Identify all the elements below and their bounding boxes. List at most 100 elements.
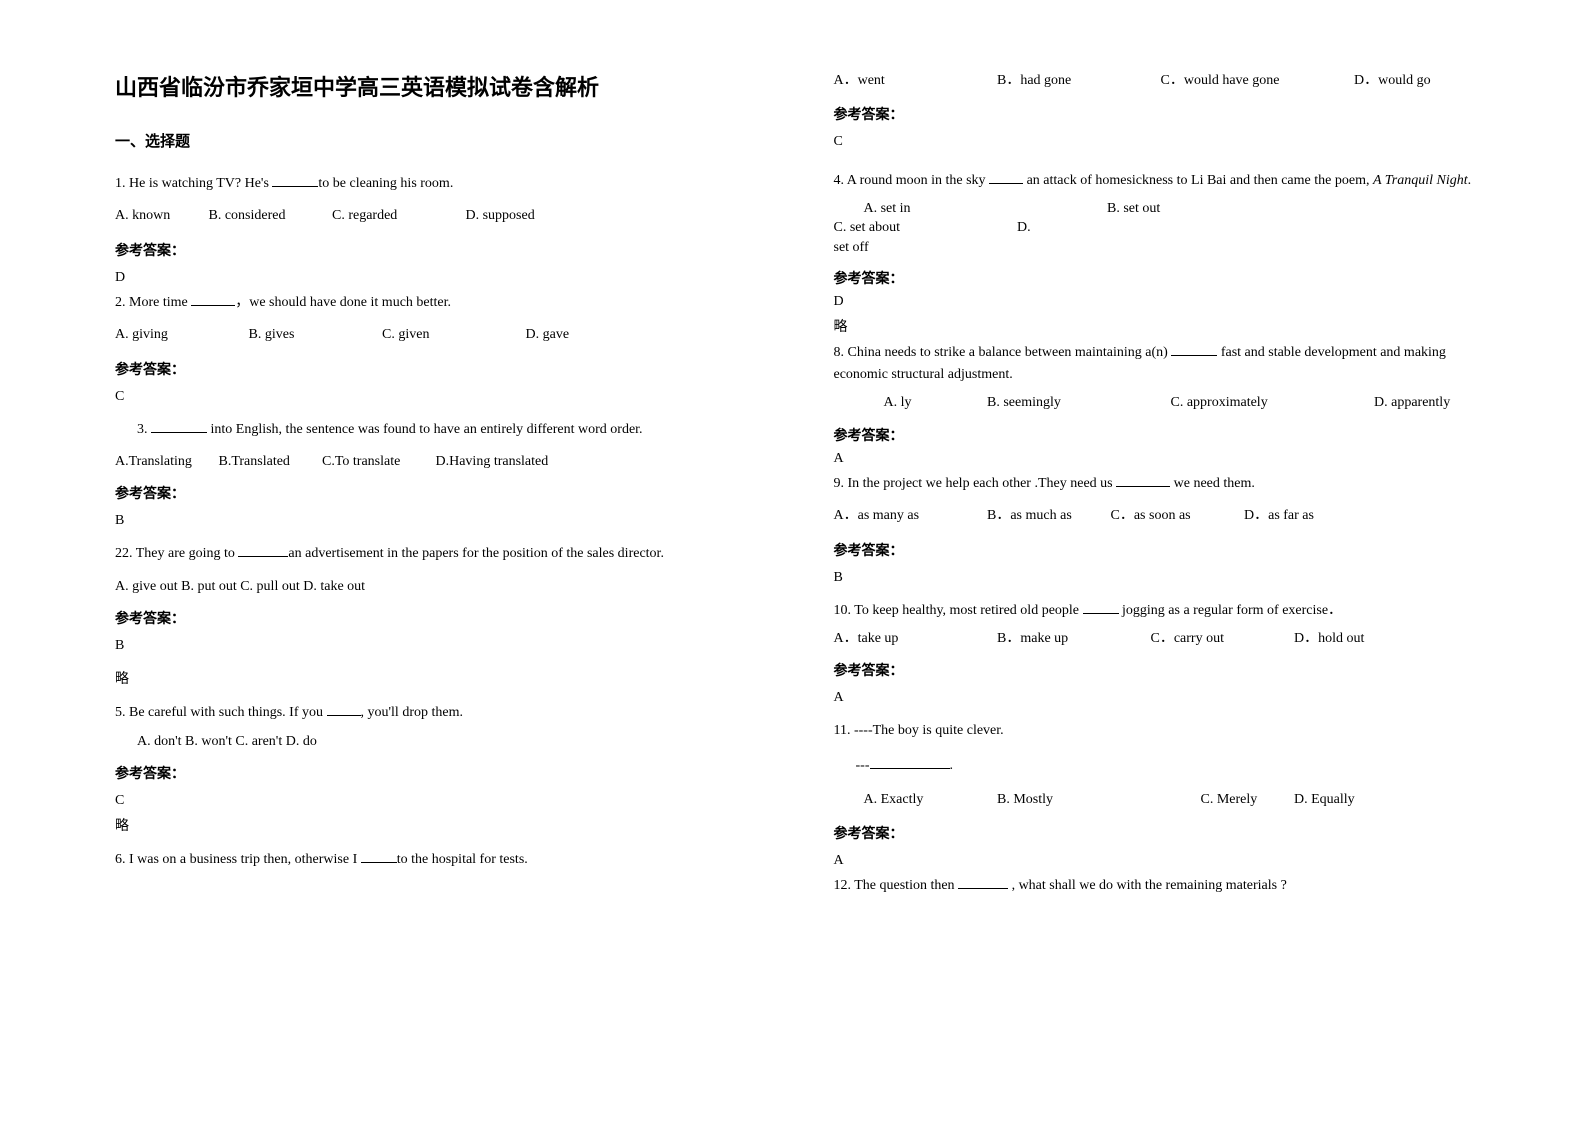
q4-optC: C. set about: [834, 218, 1014, 238]
q9-optA: A．as many as: [834, 505, 984, 527]
q1-optB: B. considered: [209, 205, 329, 227]
q12-stem: 12. The question then , what shall we do…: [834, 875, 1473, 897]
q3-stem-b: into English, the sentence was found to …: [207, 422, 643, 437]
q4-stem-i: A Tranquil Night: [1373, 173, 1468, 188]
q2-optA: A. giving: [115, 324, 245, 346]
answer-label: 参考答案：: [834, 425, 1473, 445]
q22-stem-a: 22. They are going to: [115, 546, 238, 561]
q10-options: A．take up B．make up C．carry out D．hold o…: [834, 628, 1473, 650]
q10-optA: A．take up: [834, 628, 994, 650]
q11-optB: B. Mostly: [997, 789, 1197, 811]
q12-stem-a: 12. The question then: [834, 878, 959, 893]
answer-label: 参考答案：: [115, 608, 754, 628]
q2-stem-a: 2. More time: [115, 295, 191, 310]
q2-stem-b: ，we should have done it much better.: [235, 295, 451, 310]
q6-stem-a: 6. I was on a business trip then, otherw…: [115, 852, 361, 867]
q3-optC: C.To translate: [322, 451, 432, 473]
right-column: A．went B．had gone C．would have gone D．wo…: [794, 70, 1493, 1082]
q11-answer: A: [834, 853, 1473, 869]
q3-stem: 3. into English, the sentence was found …: [115, 419, 754, 441]
q5-stem-b: , you'll drop them.: [361, 705, 463, 720]
left-column: 山西省临汾市乔家垣中学高三英语模拟试卷含解析 一、选择题 1. He is wa…: [95, 70, 794, 1082]
q9-optB: B．as much as: [987, 505, 1107, 527]
blank: [958, 876, 1008, 890]
q6-stem-b: to the hospital for tests.: [397, 852, 528, 867]
q1-optA: A. known: [115, 205, 205, 227]
q9-optD: D．as far as: [1244, 505, 1314, 527]
q1-stem-b: to be cleaning his room.: [318, 176, 453, 191]
blank: [151, 419, 207, 433]
q4-optD-pre: D.: [1017, 218, 1031, 238]
q2-stem: 2. More time ，we should have done it muc…: [115, 292, 754, 314]
q10-optB: B．make up: [997, 628, 1147, 650]
q2-answer: C: [115, 389, 754, 405]
q9-options: A．as many as B．as much as C．as soon as D…: [834, 505, 1473, 527]
q9-stem-a: 9. In the project we help each other .Th…: [834, 476, 1117, 491]
answer-label: 参考答案：: [834, 104, 1473, 124]
q1-stem-a: 1. He is watching TV? He's: [115, 176, 272, 191]
q8-optC: C. approximately: [1171, 392, 1371, 414]
q10-stem-a: 10. To keep healthy, most retired old pe…: [834, 603, 1083, 618]
q22-stem-b: an advertisement in the papers for the p…: [288, 546, 664, 561]
q11-optD: D. Equally: [1294, 789, 1355, 811]
q4-options: A. set in B. set out C. set about D. set…: [834, 199, 1473, 258]
q2-optD: D. gave: [526, 324, 570, 346]
q3-answer: B: [115, 513, 754, 529]
q8-stem-a: 8. China needs to strike a balance betwe…: [834, 345, 1172, 360]
q8-optA: A. ly: [834, 392, 984, 414]
q6-optC: C．would have gone: [1161, 70, 1351, 92]
q9-stem: 9. In the project we help each other .Th…: [834, 473, 1473, 495]
q11-stem2a: ---: [856, 758, 870, 773]
blank: [272, 173, 318, 187]
q11-stem1: 11. ----The boy is quite clever.: [834, 720, 1473, 742]
q8-optD: D. apparently: [1374, 392, 1450, 414]
q6-optA: A．went: [834, 70, 994, 92]
q6-answer: C: [834, 134, 1473, 150]
q22-options: A. give out B. put out C. pull out D. ta…: [115, 576, 754, 598]
q9-answer: B: [834, 570, 1473, 586]
q11-optA: A. Exactly: [834, 789, 994, 811]
q3-options: A.Translating B.Translated C.To translat…: [115, 451, 754, 473]
q8-stem: 8. China needs to strike a balance betwe…: [834, 342, 1473, 387]
q4-answer: D: [834, 294, 1473, 310]
q6-stem: 6. I was on a business trip then, otherw…: [115, 849, 754, 871]
doc-title: 山西省临汾市乔家垣中学高三英语模拟试卷含解析: [115, 70, 754, 102]
q12-stem-b: , what shall we do with the remaining ma…: [1008, 878, 1287, 893]
section-heading: 一、选择题: [115, 130, 754, 151]
q6-optB: B．had gone: [997, 70, 1157, 92]
blank: [989, 171, 1023, 185]
q1-optD: D. supposed: [466, 205, 535, 227]
q4-note: 略: [834, 316, 1473, 336]
q2-optB: B. gives: [249, 324, 379, 346]
q3-stem-a: 3.: [137, 422, 151, 437]
answer-label: 参考答案：: [834, 268, 1473, 288]
answer-label: 参考答案：: [115, 240, 754, 260]
q9-optC: C．as soon as: [1111, 505, 1241, 527]
q4-optD: set off: [834, 238, 869, 258]
blank: [1116, 473, 1170, 487]
q22-note: 略: [115, 668, 754, 688]
q10-stem: 10. To keep healthy, most retired old pe…: [834, 600, 1473, 622]
q4-stem-c: .: [1468, 173, 1472, 188]
q8-options: A. ly B. seemingly C. approximately D. a…: [834, 392, 1473, 414]
q5-stem-a: 5. Be careful with such things. If you: [115, 705, 327, 720]
answer-label: 参考答案：: [115, 763, 754, 783]
blank: [191, 292, 235, 306]
q2-optC: C. given: [382, 324, 522, 346]
blank: [327, 703, 361, 717]
q3-optA: A.Translating: [115, 451, 215, 473]
q3-optD: D.Having translated: [436, 451, 549, 473]
q11-stem2: ---.: [834, 755, 1473, 777]
blank: [361, 849, 397, 863]
q8-answer: A: [834, 451, 1473, 467]
q11-stem2b: .: [950, 758, 954, 773]
q10-answer: A: [834, 690, 1473, 706]
answer-label: 参考答案：: [834, 823, 1473, 843]
q11-options: A. Exactly B. Mostly C. Merely D. Equall…: [834, 789, 1473, 811]
q1-options: A. known B. considered C. regarded D. su…: [115, 205, 754, 227]
q5-note: 略: [115, 815, 754, 835]
q1-optC: C. regarded: [332, 205, 462, 227]
q8-optB: B. seemingly: [987, 392, 1167, 414]
answer-label: 参考答案：: [115, 483, 754, 503]
blank: [238, 544, 288, 558]
